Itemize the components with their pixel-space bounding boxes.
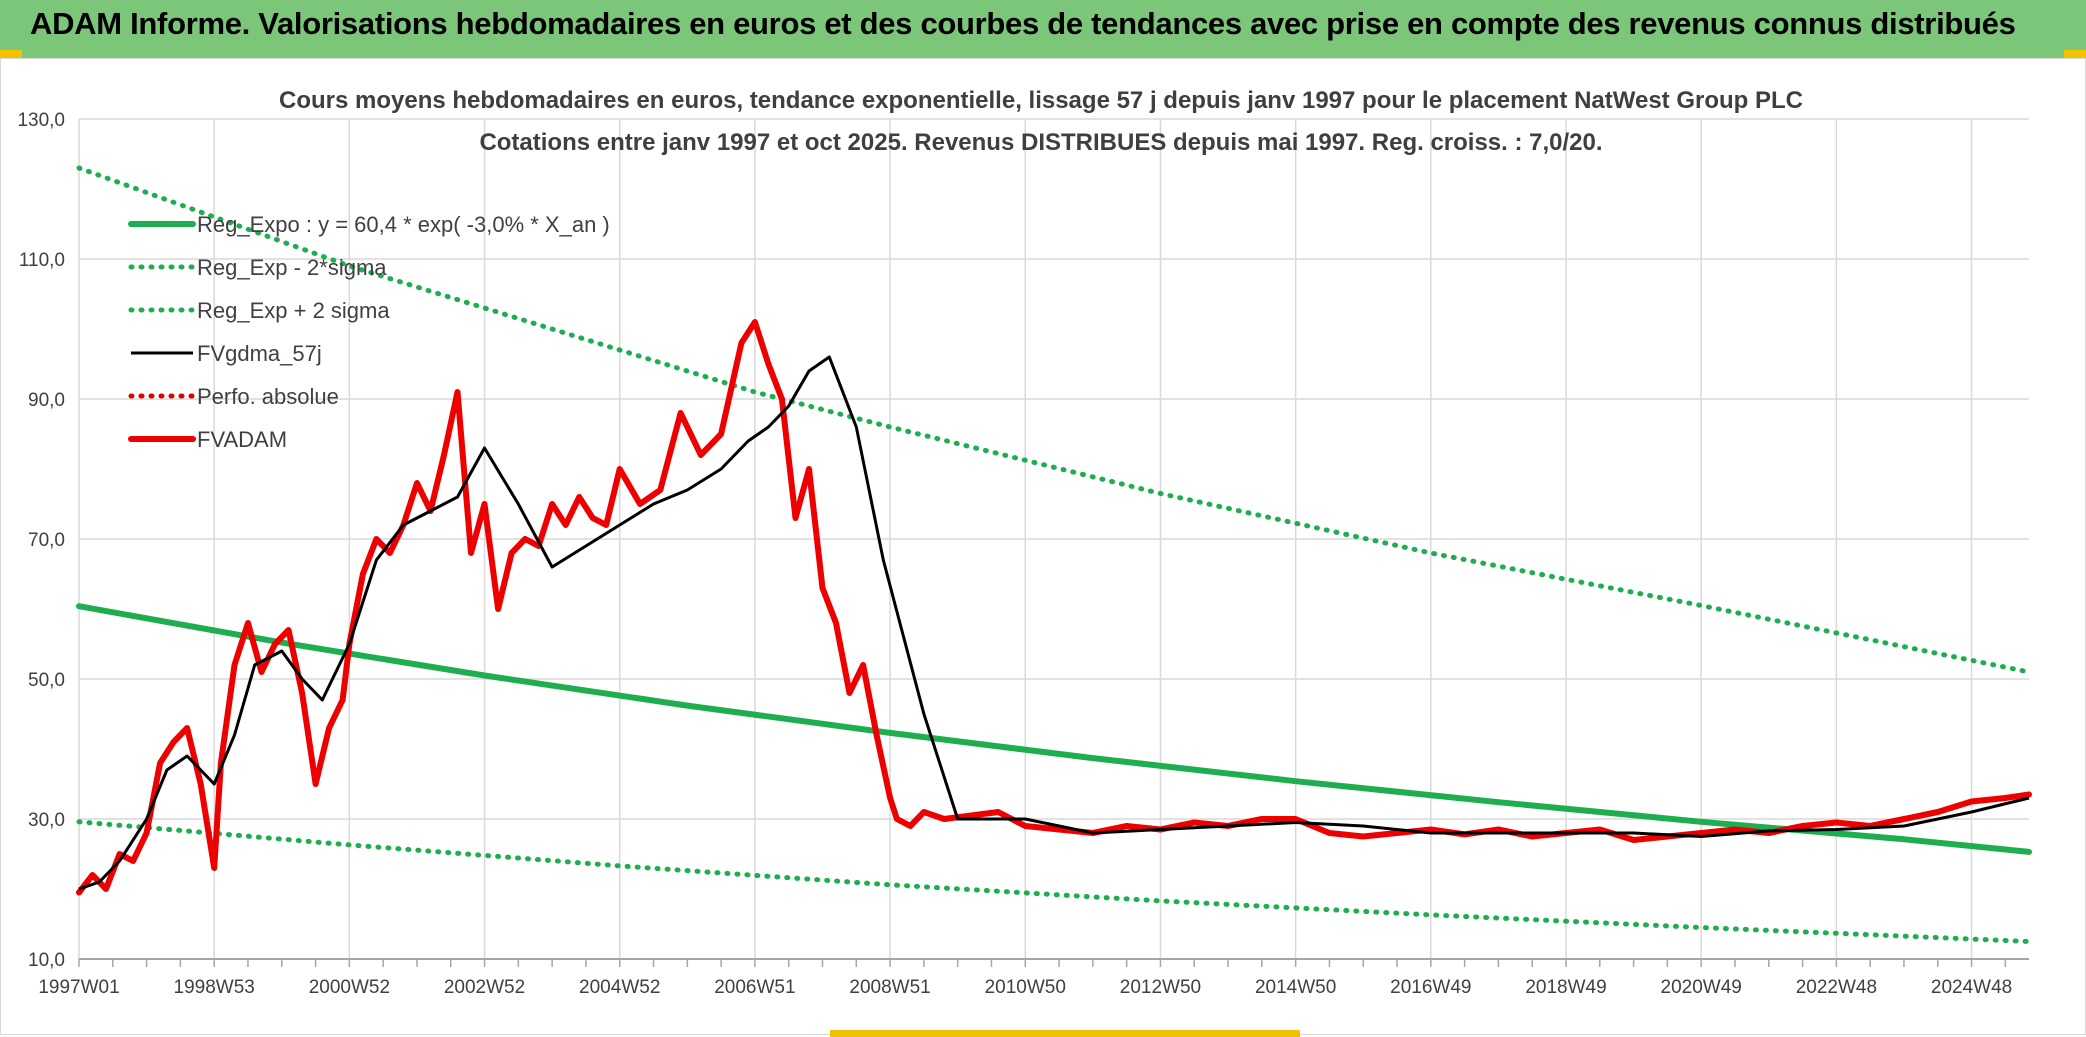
x-tick-label: 2012W50 [1120, 977, 1201, 998]
banner-accent-right [2064, 50, 2086, 58]
chart-title: Cours moyens hebdomadaires en euros, ten… [279, 87, 1803, 114]
chart-area: 10,0 30,0 50,0 70,0 90,0 110,0 130,0 1997W01 199… [0, 58, 2086, 1035]
series-line [76, 165, 2032, 675]
y-tick-label: 70,0 [28, 530, 65, 551]
x-tick-label: 2018W49 [1525, 977, 1606, 998]
series-line [76, 319, 2032, 896]
series-line [76, 819, 2032, 944]
legend-label: Reg_Exp + 2 sigma [197, 298, 390, 323]
x-tick-label: 2014W50 [1255, 977, 1336, 998]
x-tick-label: 1997W01 [38, 977, 119, 998]
x-tick-label: 2000W52 [309, 977, 390, 998]
x-tick-label: 2016W49 [1390, 977, 1471, 998]
x-tick-label: 2004W52 [579, 977, 660, 998]
x-tick-label: 2002W52 [444, 977, 525, 998]
x-tick-label: 2020W49 [1661, 977, 1742, 998]
bottom-accent [830, 1030, 1300, 1037]
x-tick-label: 2008W51 [849, 977, 930, 998]
y-tick-label: 30,0 [28, 810, 65, 831]
report-title: ADAM Informe. Valorisations hebdomadaire… [30, 6, 2016, 41]
legend-label: Perfo. absolue [197, 384, 339, 409]
series-group [76, 165, 2032, 944]
x-tick-label: 1998W53 [174, 977, 255, 998]
chart-subtitle: Cotations entre janv 1997 et oct 2025. R… [479, 129, 1602, 156]
y-tick-label: 90,0 [28, 390, 65, 411]
axes: 10,0 30,0 50,0 70,0 90,0 110,0 130,0 1997W01 199… [17, 110, 2029, 998]
x-tick-label: 2010W50 [985, 977, 1066, 998]
series-line [78, 355, 2030, 891]
title-banner: ADAM Informe. Valorisations hebdomadaire… [0, 0, 2086, 58]
banner-accent-left [0, 50, 22, 58]
x-tick-label: 2022W48 [1796, 977, 1877, 998]
x-tick-label: 2006W51 [714, 977, 795, 998]
grid-lines [78, 118, 2029, 960]
y-tick-label: 110,0 [19, 250, 65, 271]
x-tick-label: 2024W48 [1931, 977, 2012, 998]
y-tick-label: 130,0 [17, 110, 65, 131]
legend-label: FVADAM [197, 427, 287, 452]
legend-label: Reg_Exp - 2*sigma [197, 255, 387, 280]
legend-label: Reg_Expo : y = 60,4 * exp( -3,0% * X_an … [197, 212, 610, 237]
y-tick-label: 50,0 [28, 670, 65, 691]
line-chart: 10,0 30,0 50,0 70,0 90,0 110,0 130,0 1997W01 199… [17, 87, 2032, 998]
legend: Reg_Expo : y = 60,4 * exp( -3,0% * X_an … [128, 212, 610, 452]
series-line [76, 603, 2032, 855]
y-tick-label: 10,0 [28, 950, 65, 971]
legend-label: FVgdma_57j [197, 341, 322, 366]
